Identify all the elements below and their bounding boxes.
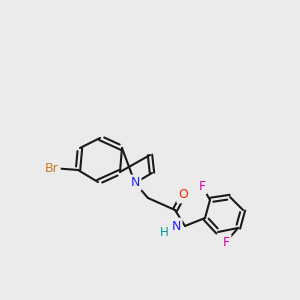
Text: N: N [130, 176, 140, 190]
Text: F: F [222, 236, 230, 248]
Text: O: O [178, 188, 188, 202]
Text: H: H [160, 226, 168, 239]
Text: F: F [198, 179, 206, 193]
Text: Br: Br [45, 161, 59, 175]
Text: N: N [171, 220, 181, 232]
